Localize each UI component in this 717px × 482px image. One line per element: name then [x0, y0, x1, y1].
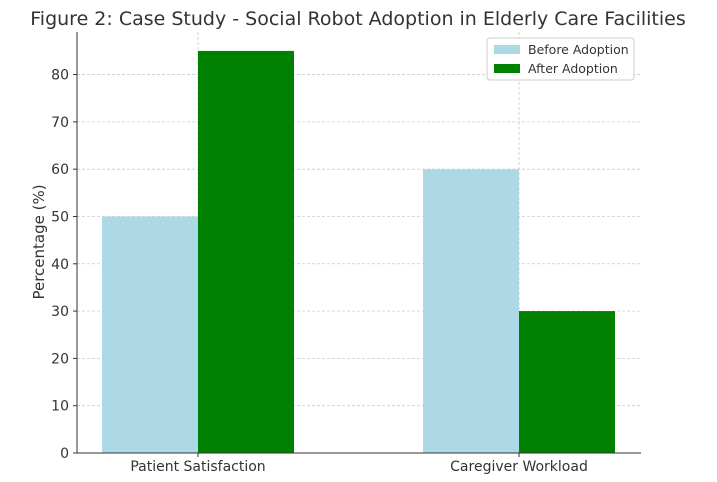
x-tick-label: Patient Satisfaction [130, 459, 265, 475]
y-axis-label: Percentage (%) [30, 184, 48, 299]
y-tick-label: 50 [51, 209, 69, 225]
legend-label: After Adoption [528, 61, 618, 76]
y-tick-label: 40 [51, 257, 69, 273]
bars [102, 50, 615, 453]
legend-label: Before Adoption [528, 42, 629, 57]
bar-before-adoption [423, 169, 519, 453]
bar-before-adoption [102, 216, 198, 453]
y-tick-label: 20 [51, 351, 69, 367]
y-tick-label: 10 [51, 399, 69, 415]
y-tick-label: 30 [51, 304, 69, 320]
y-tick-label: 60 [51, 162, 69, 178]
legend-box [486, 37, 635, 81]
axes: 0 10 20 30 40 50 60 70 80 Patient Satisfaction Car… [51, 32, 641, 475]
legend: Before Adoption After Adoption [486, 37, 635, 81]
x-tick-label: Caregiver Workload [450, 459, 588, 475]
y-tick-label: 80 [51, 68, 69, 84]
legend-swatch [494, 45, 520, 54]
legend-swatch [494, 64, 520, 73]
bar-after-adoption [198, 50, 294, 453]
y-tick-label: 0 [60, 446, 69, 462]
bar-after-adoption [519, 311, 615, 453]
chart-title: Figure 2: Case Study - Social Robot Adop… [30, 8, 686, 30]
y-tick-label: 70 [51, 115, 69, 131]
